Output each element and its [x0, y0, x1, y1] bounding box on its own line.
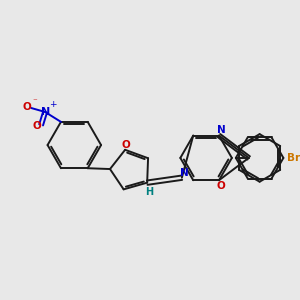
Text: N: N: [217, 125, 225, 135]
Text: Br: Br: [287, 153, 300, 163]
Text: H: H: [145, 187, 153, 196]
Text: N: N: [41, 107, 51, 117]
Text: +: +: [49, 100, 57, 109]
Text: N: N: [180, 168, 189, 178]
Text: O: O: [122, 140, 130, 150]
Text: O: O: [23, 102, 32, 112]
Text: O: O: [217, 181, 225, 191]
Text: ⁻: ⁻: [33, 98, 38, 106]
Text: O: O: [33, 121, 41, 131]
